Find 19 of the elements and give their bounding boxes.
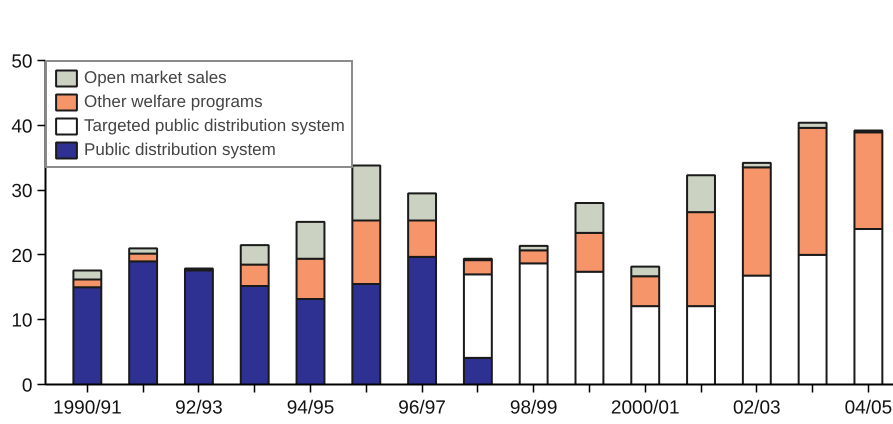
legend-label: Open market sales [84,68,227,88]
x-tick-label: 2000/01 [610,398,680,418]
x-tick-label: 04/05 [844,398,892,418]
x-tick-label: 92/93 [175,398,223,418]
y-tick-label: 20 [11,246,33,267]
bar [184,269,214,384]
legend-label: Public distribution system [84,140,276,160]
y-tick-label: 30 [11,181,33,202]
y-tick-label: 40 [11,116,33,138]
x-tick-label: 1990/91 [53,398,122,418]
y-tick-label: 0 [22,376,33,396]
legend-label: Targeted public distribution system [84,116,345,136]
y-tick-label: 10 [11,310,33,332]
y-tick-label: 50 [11,52,33,72]
legend-label: Other welfare programs [84,92,263,112]
x-tick-label: 96/97 [398,398,446,418]
x-tick-label: 98/99 [510,398,558,418]
x-tick-label: 02/03 [733,398,781,418]
x-tick-label: 94/95 [286,398,334,418]
